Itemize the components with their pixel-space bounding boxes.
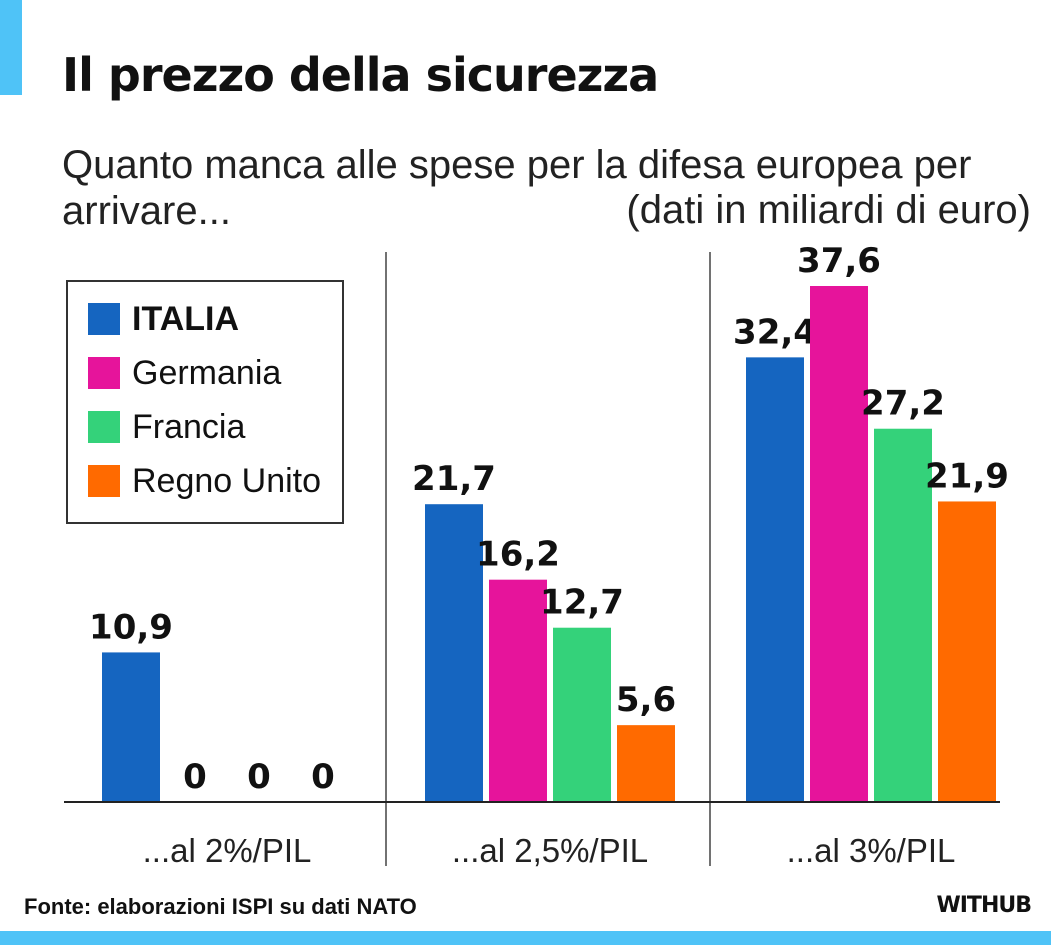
bar-value-label: 32,4 bbox=[733, 312, 817, 352]
legend-item-germania: Germania bbox=[88, 353, 282, 392]
bar bbox=[938, 501, 996, 802]
legend-item-italia: ITALIA bbox=[88, 299, 240, 338]
bar-value-label: 12,7 bbox=[540, 583, 624, 623]
bar bbox=[810, 286, 868, 802]
source-note: Fonte: elaborazioni ISPI su dati NATO bbox=[24, 894, 417, 919]
bar-value-label: 5,6 bbox=[616, 680, 676, 720]
bar-value-label: 37,6 bbox=[797, 241, 881, 281]
bar bbox=[553, 627, 611, 802]
bar-value-label: 21,7 bbox=[412, 459, 496, 499]
legend-label-italia: ITALIA bbox=[132, 299, 240, 338]
legend-item-francia: Francia bbox=[88, 407, 246, 446]
accent-bar-bottom bbox=[0, 931, 1051, 945]
bar-value-label: 10,9 bbox=[89, 607, 173, 647]
brand-logo: WITHUB bbox=[936, 893, 1032, 918]
bar-value-label: 0 bbox=[247, 757, 271, 797]
bar bbox=[617, 725, 675, 802]
legend-swatch-regno-unito bbox=[88, 465, 120, 497]
legend-label-francia: Francia bbox=[132, 407, 246, 446]
bar bbox=[874, 428, 932, 802]
bar-value-label: 27,2 bbox=[861, 384, 945, 424]
chart-subtitle: Quanto manca alle spese per la difesa eu… bbox=[62, 143, 972, 233]
legend-swatch-francia bbox=[88, 411, 120, 443]
bar-value-label: 0 bbox=[183, 757, 207, 797]
chart-title: Il prezzo della sicurezza bbox=[62, 48, 659, 102]
accent-bar-left bbox=[0, 0, 22, 95]
bar bbox=[489, 579, 547, 802]
chart-legend: ITALIA Germania Francia Regno Unito bbox=[66, 280, 344, 524]
category-label: ...al 3%/PIL bbox=[787, 832, 956, 869]
legend-label-germania: Germania bbox=[132, 353, 282, 392]
legend-item-regno-unito: Regno Unito bbox=[88, 461, 322, 500]
legend-swatch-italia bbox=[88, 303, 120, 335]
legend-label-regno-unito: Regno Unito bbox=[132, 461, 322, 500]
category-label: ...al 2,5%/PIL bbox=[452, 832, 648, 869]
bar bbox=[425, 504, 483, 802]
bar-value-label: 16,2 bbox=[476, 535, 560, 575]
legend-swatch-germania bbox=[88, 357, 120, 389]
bar bbox=[102, 652, 160, 802]
bar bbox=[746, 357, 804, 802]
units-note: (dati in miliardi di euro) bbox=[626, 188, 1031, 232]
bar-value-label: 21,9 bbox=[925, 456, 1009, 496]
category-label: ...al 2%/PIL bbox=[143, 832, 312, 869]
bar-value-label: 0 bbox=[311, 757, 335, 797]
